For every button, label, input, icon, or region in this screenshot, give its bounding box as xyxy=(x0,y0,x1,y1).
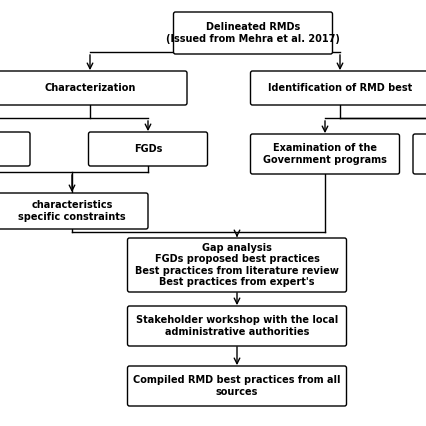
Text: Delineated RMDs
(Issued from Mehra et al. 2017): Delineated RMDs (Issued from Mehra et al… xyxy=(166,22,340,44)
Text: FGDs: FGDs xyxy=(134,144,162,154)
FancyBboxPatch shape xyxy=(413,134,426,174)
Text: Gap analysis
FGDs proposed best practices
Best practices from literature review
: Gap analysis FGDs proposed best practice… xyxy=(135,242,339,288)
FancyBboxPatch shape xyxy=(250,134,400,174)
FancyBboxPatch shape xyxy=(89,132,207,166)
Text: characteristics
specific constraints: characteristics specific constraints xyxy=(18,200,126,222)
FancyBboxPatch shape xyxy=(127,306,346,346)
FancyBboxPatch shape xyxy=(173,12,333,54)
FancyBboxPatch shape xyxy=(127,366,346,406)
Text: Identification of RMD best: Identification of RMD best xyxy=(268,83,412,93)
FancyBboxPatch shape xyxy=(0,132,30,166)
FancyBboxPatch shape xyxy=(250,71,426,105)
FancyBboxPatch shape xyxy=(127,238,346,292)
Text: Compiled RMD best practices from all
sources: Compiled RMD best practices from all sou… xyxy=(133,375,341,397)
Text: Examination of the
Government programs: Examination of the Government programs xyxy=(263,143,387,165)
Text: Characterization: Characterization xyxy=(44,83,136,93)
Text: Stakeholder workshop with the local
administrative authorities: Stakeholder workshop with the local admi… xyxy=(136,315,338,337)
FancyBboxPatch shape xyxy=(0,193,148,229)
FancyBboxPatch shape xyxy=(0,71,187,105)
